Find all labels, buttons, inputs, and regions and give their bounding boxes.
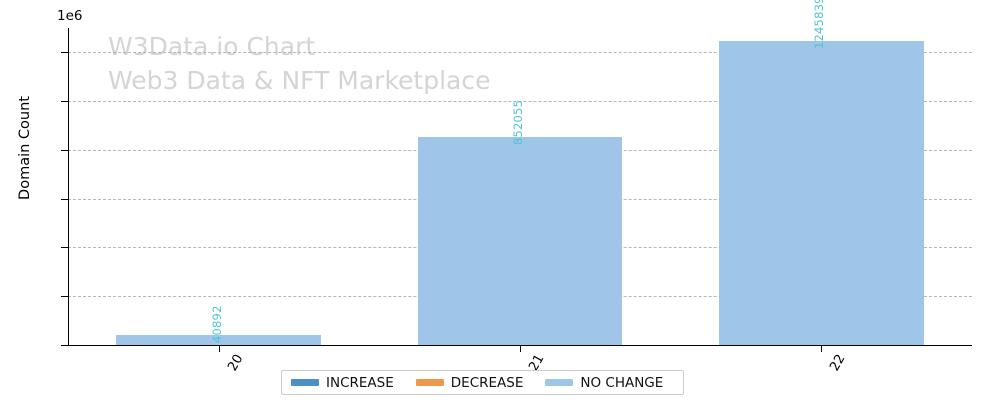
y-axis-tick <box>61 296 68 298</box>
legend-item[interactable]: NO CHANGE <box>534 375 674 391</box>
y-axis-tick <box>61 101 68 103</box>
y-axis-tick <box>61 52 68 54</box>
x-axis-tick <box>821 345 823 352</box>
bar-value-label: 40892 <box>209 305 224 344</box>
y-axis-tick <box>61 198 68 200</box>
bar-value-label: 852055 <box>511 100 525 146</box>
x-axis-spine <box>68 344 972 346</box>
y-axis-label: Domain Count <box>17 96 33 200</box>
legend-swatch-icon <box>415 379 444 386</box>
bar[interactable] <box>116 335 322 345</box>
y-axis-tick <box>61 247 68 249</box>
x-axis-tick <box>218 345 220 352</box>
plot-area: 40892 852055 1245839 <box>68 0 972 345</box>
gridline-y <box>68 52 972 54</box>
x-axis-tick-label: 22 <box>827 352 849 374</box>
legend-label: INCREASE <box>326 374 394 391</box>
legend-item[interactable]: INCREASE <box>291 375 405 391</box>
legend-swatch-icon <box>545 379 574 386</box>
y-axis-tick <box>61 149 68 151</box>
chart-legend[interactable]: INCREASE DECREASE NO CHANGE <box>281 370 685 395</box>
y-axis-tick <box>61 345 68 346</box>
legend-label: NO CHANGE <box>580 374 664 391</box>
x-axis-tick <box>520 345 521 352</box>
y-axis-spine <box>68 28 70 345</box>
x-axis-tick-label: 20 <box>224 352 247 374</box>
bar[interactable] <box>718 41 924 345</box>
gridline-y <box>68 101 972 103</box>
bar-value-label: 1245839 <box>812 0 827 50</box>
legend-label: DECREASE <box>450 374 524 391</box>
y-axis-exponent: 1e6 <box>57 8 83 24</box>
bar[interactable] <box>417 137 623 345</box>
legend-swatch-icon <box>291 379 319 386</box>
legend-item[interactable]: DECREASE <box>405 375 535 391</box>
